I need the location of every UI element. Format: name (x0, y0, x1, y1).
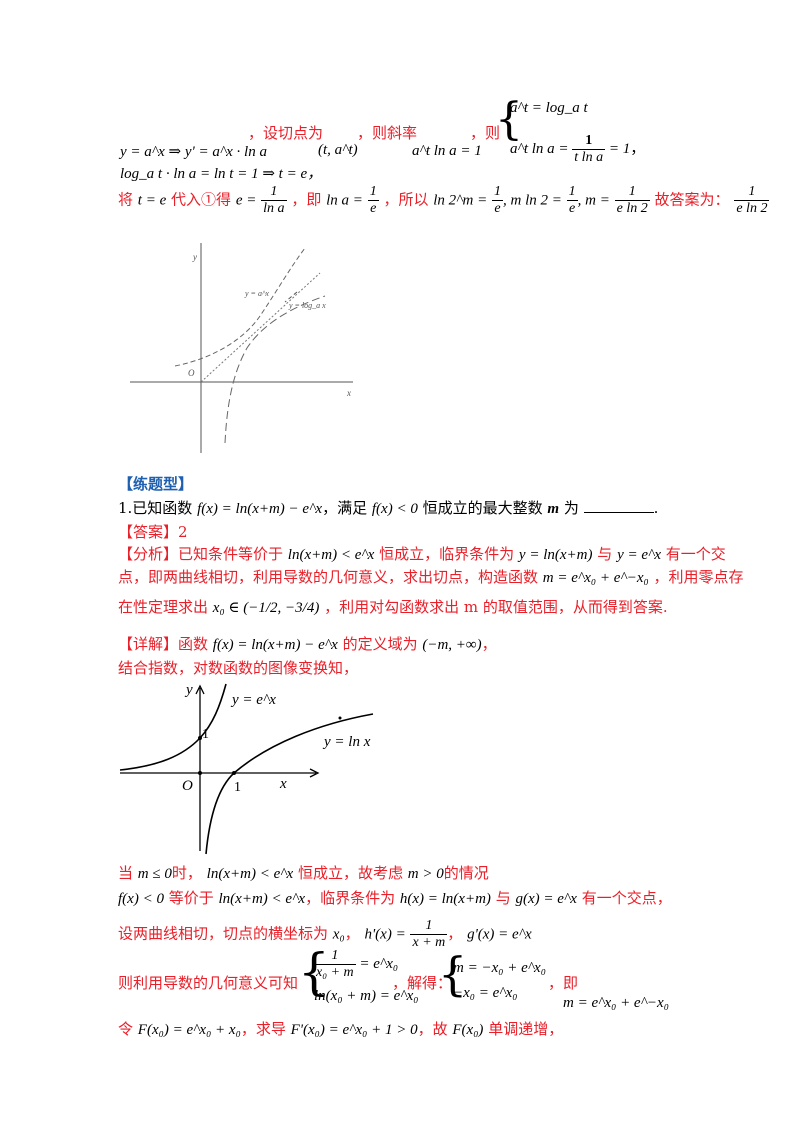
m-result: m = e^x₀ + e^−x₀ (563, 995, 669, 1011)
graph1-y-label: y (192, 252, 197, 262)
curve-log (224, 295, 326, 444)
bottom-line-1: 当 m ≤ 0时， ln(x+m) < e^x 恒成立，故考虑 m > 0的情况 (118, 864, 489, 882)
graph-exp-ln: y x O 1 1 y = e^x y = ln x (119, 682, 374, 855)
x-axis-arrow (309, 768, 320, 778)
graph2-one-x: 1 (234, 780, 241, 795)
system2-line-1: 1 x₀ + m = e^x₀ (314, 948, 399, 980)
log-line: log_a t · ln a = ln t = 1 ⇒ t = e， (120, 166, 323, 182)
graph1-x-label: x (346, 388, 351, 398)
curve-exp (119, 683, 227, 771)
answer: 【答案】2 (118, 523, 188, 541)
tangent-point: (t, a^t) (318, 142, 358, 158)
graph1-curve1-label: y = a^x (244, 289, 269, 298)
detail-line-2: 结合指数，对数函数的图像变换知， (118, 659, 359, 677)
system-line-1: a^t = log_a t (510, 100, 588, 116)
curve-exp (174, 247, 306, 367)
system3-brace: { (438, 947, 468, 1001)
analysis-line-2: 点，即两曲线相切，利用导数的几何意义，求出切点，构造函数 m = e^x₀ + … (118, 568, 744, 586)
tangent-ext (284, 291, 298, 303)
then-text: ，则 (470, 124, 501, 142)
section-title: 【练题型】 (118, 475, 194, 493)
tangent-point-text: ，设切点为 (248, 124, 324, 142)
tangent-line (200, 272, 321, 383)
origin-point (198, 771, 202, 775)
system-brace: { (495, 94, 523, 145)
bottom-line-4-text: 则利用导数的几何意义可知 (118, 974, 299, 992)
detail-line-1: 【详解】函数 f(x) = ln(x+m) − e^x 的定义域为 (−m, +… (118, 635, 497, 653)
derivative-eq: y = a^x ⇒ y' = a^x · ln a (120, 144, 267, 160)
graph2-curve1-label: y = e^x (230, 692, 276, 708)
slope-text: ，则斜率 (357, 124, 418, 142)
graph2-curve2-label: y = ln x (322, 734, 371, 750)
y-axis-arrow (195, 684, 205, 695)
question-1: 1.已知函数 f(x) = ln(x+m) − e^x，满足 f(x) < 0 … (118, 498, 659, 517)
graph2-origin: O (182, 778, 193, 794)
system2-line-2: ln(x₀ + m) = e^x₀ (314, 988, 419, 1004)
slope-eq: a^t ln a = 1 (412, 143, 482, 159)
curve-ln (205, 713, 374, 855)
answer-blank (583, 498, 654, 513)
solve-text: ，解得： (392, 974, 453, 992)
point-0-1 (198, 736, 202, 740)
point-1-0 (232, 771, 236, 775)
bottom-line-2: f(x) < 0 等价于 ln(x+m) < e^x，临界条件为 h(x) = … (118, 889, 672, 907)
graph1-curve2-label: y = log_a x (288, 301, 326, 310)
graph2-y-label: y (184, 682, 193, 698)
system3-line-1: m = −x₀ + e^x₀ (453, 960, 546, 976)
graph-exp-log-tangent: y x O y = a^x y = log_a x (130, 243, 353, 453)
bottom-line-5: 令 F(x₀) = e^x₀ + x₀，求导 F'(x₀) = e^x₀ + 1… (118, 1020, 564, 1038)
ln-point (338, 716, 342, 720)
namely-text: ，即 (548, 974, 579, 992)
system3-line-2: −x₀ = e^x₀ (453, 985, 518, 1001)
graph2-one-y: 1 (202, 727, 209, 742)
graph1-origin: O (188, 368, 195, 378)
graph2-x-label: x (279, 776, 287, 792)
analysis-line-3: 在性定理求出 x₀ ∈ (−1/2, −3/4) ，利用对勾函数求出 m 的取值… (118, 598, 668, 616)
system2-brace: { (298, 943, 330, 1001)
analysis-line-1: 【分析】已知条件等价于 ln(x+m) < e^x 恒成立，临界条件为 y = … (118, 545, 726, 563)
